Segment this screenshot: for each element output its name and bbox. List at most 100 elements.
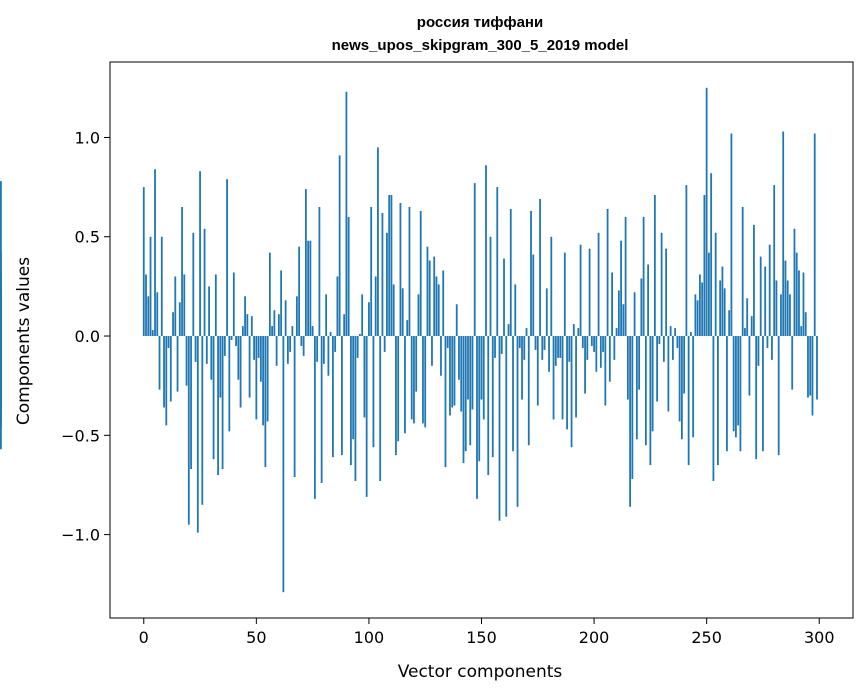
bar-266 <box>741 206 744 337</box>
bar-262 <box>732 336 735 432</box>
bar-91 <box>347 216 350 337</box>
bar-18 <box>183 274 186 337</box>
bar-52 <box>259 336 262 382</box>
bar-20 <box>187 336 190 525</box>
bar-62 <box>282 336 285 593</box>
bar-256 <box>719 280 722 337</box>
bar-45 <box>244 296 246 337</box>
bar-123 <box>419 210 422 337</box>
bar-198 <box>588 248 591 337</box>
bar-61 <box>280 270 283 337</box>
bar-192 <box>575 336 577 418</box>
bar-100 <box>368 302 370 337</box>
bar-197 <box>586 336 589 360</box>
bar-122 <box>417 294 420 337</box>
bar-117 <box>406 320 409 337</box>
bar-231 <box>662 336 665 362</box>
bar-181 <box>550 236 553 337</box>
bar-93 <box>352 336 355 440</box>
x-axis-ticks: 0 50 100 150 200 250 300 <box>139 618 835 647</box>
bar-252 <box>710 173 713 337</box>
bar-196 <box>584 336 586 394</box>
bar-272 <box>755 336 758 460</box>
bar-214 <box>624 216 627 337</box>
bar-94 <box>354 336 357 481</box>
bar-36 <box>223 336 226 356</box>
bar-125 <box>424 336 427 428</box>
bar-253 <box>712 336 715 481</box>
bar-299 <box>816 336 818 400</box>
bar-38 <box>228 336 231 432</box>
bar-254 <box>714 232 717 337</box>
bar-173 <box>532 254 535 337</box>
bar-149 <box>478 336 481 462</box>
bar-19 <box>185 336 188 386</box>
bar-250 <box>705 87 708 337</box>
bar-9 <box>163 336 165 408</box>
bar-5 <box>154 169 156 337</box>
bar-82 <box>327 336 330 376</box>
bar-22 <box>192 232 195 337</box>
y-tick-label-0: −1.0 <box>61 526 100 545</box>
bar-134 <box>444 336 447 468</box>
bar-195 <box>581 336 584 348</box>
bar-212 <box>620 240 622 337</box>
y-axis-ticks: −1.0 −0.5 0.0 0.5 1.0 <box>61 128 110 545</box>
bar-202 <box>597 232 600 337</box>
bar-83 <box>329 332 332 337</box>
bar-177 <box>541 336 544 360</box>
bar-2 <box>147 296 150 337</box>
bar-186 <box>561 336 564 420</box>
bar-1 <box>145 274 147 337</box>
bar-279 <box>771 336 773 360</box>
bar-311 <box>0 181 2 337</box>
bar-242 <box>687 336 690 466</box>
bar-27 <box>203 228 206 337</box>
bar-164 <box>512 336 514 452</box>
bar-191 <box>572 324 575 337</box>
bar-240 <box>683 336 686 394</box>
bar-113 <box>397 336 400 442</box>
bars-group <box>0 87 818 593</box>
bar-118 <box>408 206 411 337</box>
bar-47 <box>248 336 251 398</box>
bar-44 <box>241 326 244 337</box>
bar-176 <box>539 199 541 337</box>
bar-170 <box>525 328 528 337</box>
bar-251 <box>708 252 710 337</box>
bar-179 <box>545 288 548 337</box>
bar-207 <box>608 336 611 382</box>
bar-101 <box>370 206 373 337</box>
bar-4 <box>151 330 154 337</box>
bar-84 <box>332 336 334 458</box>
bar-76 <box>313 336 316 499</box>
bar-16 <box>178 302 181 337</box>
bar-42 <box>237 336 240 380</box>
bar-57 <box>271 326 274 337</box>
bar-23 <box>194 336 197 362</box>
bar-66 <box>291 326 294 337</box>
bar-41 <box>235 336 237 346</box>
bar-78 <box>318 206 321 337</box>
bar-138 <box>453 336 456 406</box>
bar-112 <box>395 336 397 456</box>
bar-199 <box>590 336 593 346</box>
bar-190 <box>570 336 573 448</box>
bar-147 <box>473 183 476 337</box>
bar-255 <box>717 336 719 466</box>
bar-143 <box>464 336 467 452</box>
bar-259 <box>726 336 728 452</box>
bar-183 <box>554 336 557 366</box>
bar-243 <box>689 332 692 337</box>
bar-174 <box>534 336 537 350</box>
bar-156 <box>494 336 496 358</box>
bar-139 <box>455 304 458 337</box>
bar-46 <box>246 314 249 337</box>
bar-119 <box>410 336 413 420</box>
y-tick-label-2: 0.0 <box>75 327 100 346</box>
bar-15 <box>176 336 179 392</box>
x-tick-label-100: 100 <box>354 628 385 647</box>
y-tick-label-4: 1.0 <box>75 128 100 147</box>
bar-63 <box>284 300 287 337</box>
